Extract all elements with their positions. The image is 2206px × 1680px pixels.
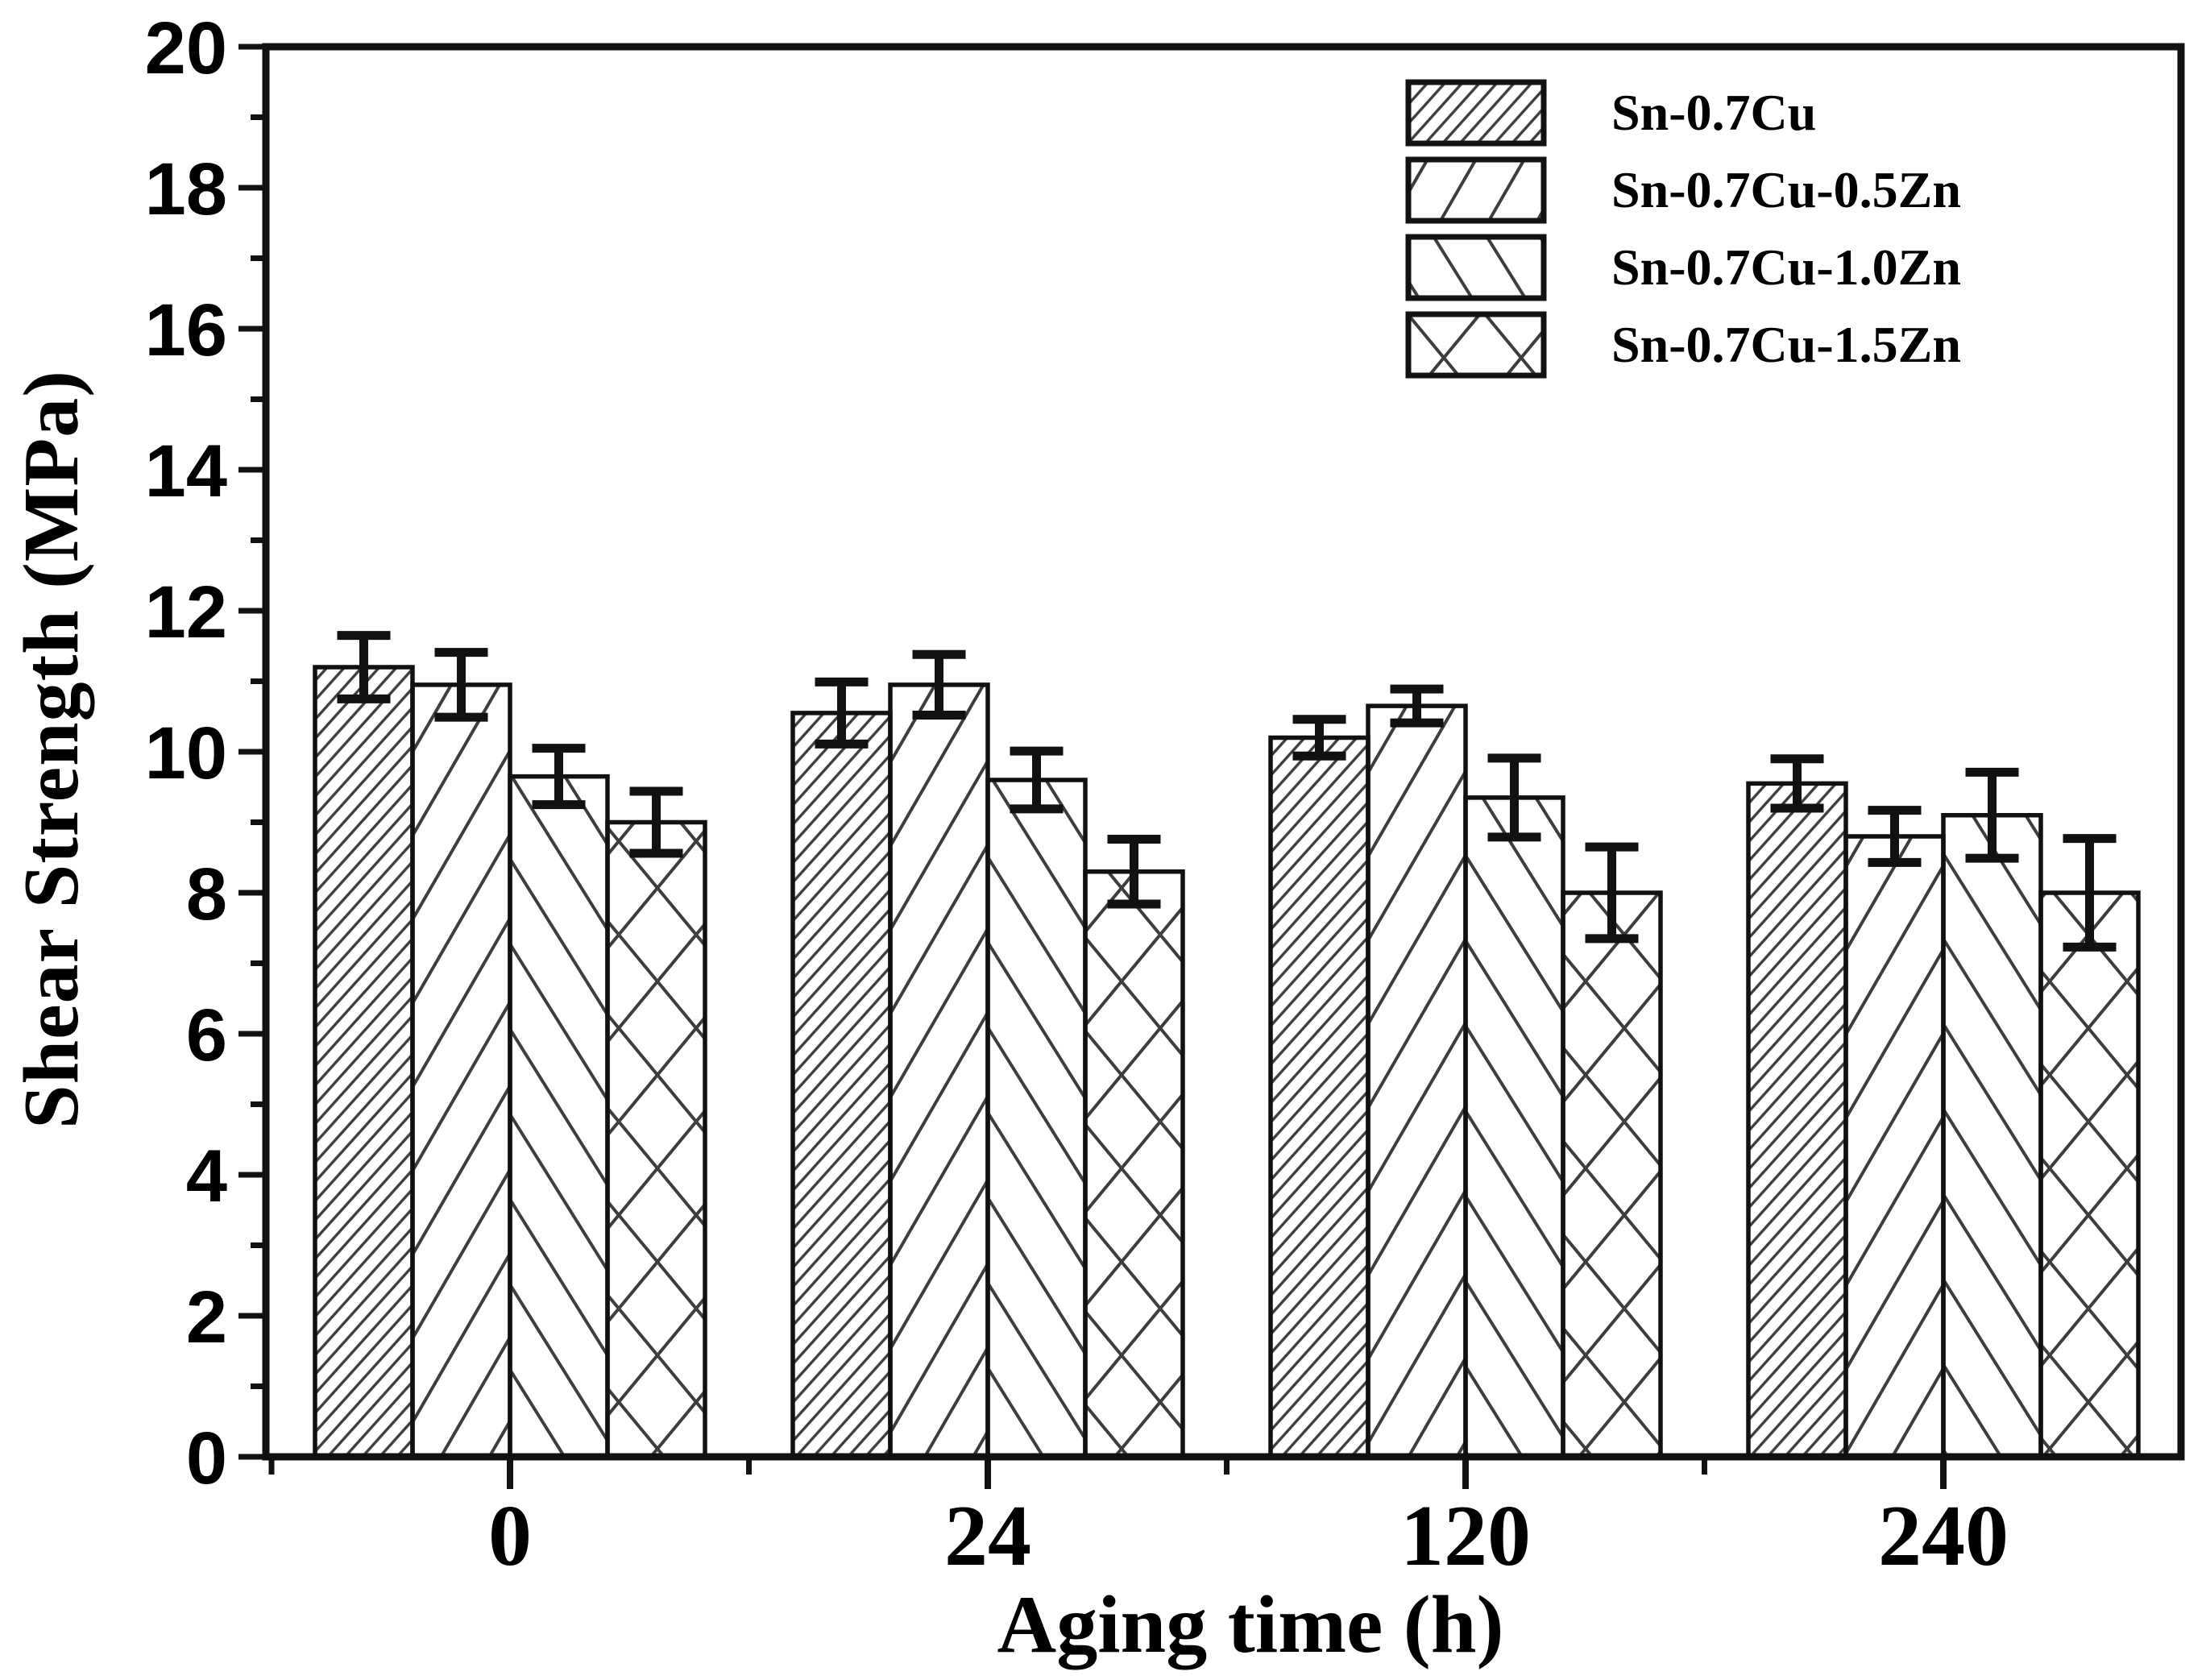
svg-text:6: 6 xyxy=(186,994,227,1076)
svg-text:18: 18 xyxy=(145,148,227,230)
svg-text:240: 240 xyxy=(1878,1488,2009,1584)
svg-text:24: 24 xyxy=(944,1488,1031,1584)
svg-text:14: 14 xyxy=(145,430,227,512)
legend-label: Sn-0.7Cu xyxy=(1611,84,1817,141)
svg-text:2: 2 xyxy=(186,1276,227,1359)
legend-swatch-forward-diagonal-icon xyxy=(1405,156,1547,224)
svg-text:12: 12 xyxy=(145,571,227,653)
svg-text:16: 16 xyxy=(145,289,227,371)
svg-text:20: 20 xyxy=(145,7,227,89)
legend: Sn-0.7Cu Sn-0.7Cu-0.5Zn Sn-0.7Cu-1.0Zn S… xyxy=(1405,79,1961,379)
x-axis-title: Aging time (h) xyxy=(997,1579,1504,1670)
legend-label: Sn-0.7Cu-1.5Zn xyxy=(1611,316,1961,373)
svg-text:8: 8 xyxy=(186,853,227,935)
svg-text:10: 10 xyxy=(145,712,227,794)
svg-text:0: 0 xyxy=(488,1488,532,1584)
legend-label: Sn-0.7Cu-1.0Zn xyxy=(1611,239,1961,296)
svg-text:4: 4 xyxy=(186,1135,227,1217)
legend-swatch-diagonal-crosshatch-icon xyxy=(1405,311,1547,379)
y-axis-title: Shear Strength (MPa) xyxy=(8,370,95,1129)
legend-item: Sn-0.7Cu-1.5Zn xyxy=(1405,311,1961,379)
legend-item: Sn-0.7Cu-1.0Zn xyxy=(1405,234,1961,301)
legend-swatch-dense-forward-diagonal-icon xyxy=(1405,79,1547,147)
legend-label: Sn-0.7Cu-0.5Zn xyxy=(1611,161,1961,218)
legend-swatch-backward-diagonal-icon xyxy=(1405,234,1547,301)
legend-item: Sn-0.7Cu-0.5Zn xyxy=(1405,156,1961,224)
svg-text:120: 120 xyxy=(1400,1488,1531,1584)
svg-text:0: 0 xyxy=(186,1417,227,1500)
legend-item: Sn-0.7Cu xyxy=(1405,79,1961,147)
